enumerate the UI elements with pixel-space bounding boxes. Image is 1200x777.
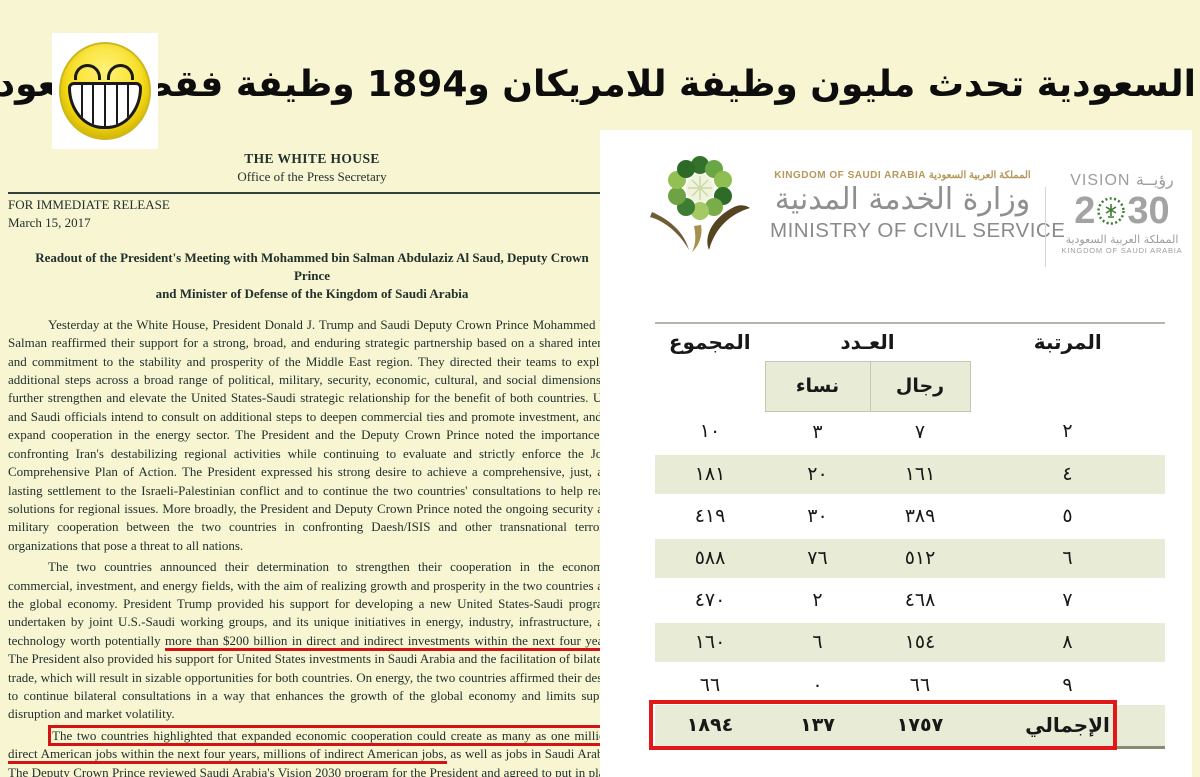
- rank-cell: ٨: [970, 619, 1165, 665]
- ministry-panel: KINGDOM OF SAUDI ARABIA المملكة العربية …: [600, 130, 1192, 777]
- smiley-left-eye-icon: [74, 64, 101, 80]
- vision-year-left: 2: [1074, 190, 1096, 232]
- total-cell: ١٨١: [655, 451, 765, 497]
- rank-cell: ٦: [970, 535, 1165, 581]
- women-cell: ٦: [765, 619, 870, 665]
- women-cell: ٢: [812, 589, 823, 611]
- women-cell: ٠: [812, 673, 823, 696]
- document-divider: [8, 191, 616, 194]
- rank-cell: ٧: [1062, 589, 1073, 611]
- smiley-icon: [52, 33, 158, 149]
- total-cell: ٥٨٨: [655, 535, 765, 581]
- table-row: ٢ ٧ ٣ ١٠: [655, 411, 1165, 453]
- ministry-name-arabic: وزارة الخدمة المدنية: [774, 182, 1031, 217]
- women-cell: ٣٠: [807, 505, 828, 527]
- vision-year: 2 30: [1058, 192, 1186, 230]
- table-row: ٩ ٦٦ ٠ ٦٦: [655, 663, 1165, 705]
- table-row: ٤ ١٦١ ٢٠ ١٨١: [655, 451, 1165, 497]
- men-cell: ٣٨٩: [904, 505, 936, 527]
- red-underlined-investment-text: more than $200 billion in direct and ind…: [165, 632, 616, 651]
- smiley-grin-mouth-icon: [68, 82, 142, 129]
- paragraph-2-text: The two countries announced their determ…: [8, 559, 616, 648]
- total-women-value: ١٣٧: [765, 705, 870, 747]
- paragraph-2-tail: The President also provided his support …: [8, 651, 616, 722]
- paragraph-3: The two countries highlighted that expan…: [8, 724, 617, 777]
- rank-cell: ٤: [970, 451, 1165, 497]
- table-body: ٢ ٧ ٣ ١٠ ٤ ١٦١ ٢٠ ١٨١ ٥ ٣٨٩ ٣٠ ٤١٩ ٦ ٥١٢…: [655, 411, 1165, 705]
- red-boxed-million-jobs-text: The two countries highlighted that expan…: [48, 724, 616, 746]
- vision-kingdom-arabic: المملكة العربية السعودية: [1065, 233, 1179, 246]
- men-cell: ٦٦: [909, 673, 931, 696]
- ministry-emblem-icon: [650, 156, 750, 252]
- document-title: Readout of the President's Meeting with …: [18, 249, 606, 304]
- document-title-line2: and Minister of Defense of the Kingdom o…: [155, 286, 469, 302]
- table-row: ٨ ١٥٤ ٦ ١٦٠: [655, 619, 1165, 665]
- ministry-kingdom-line: KINGDOM OF SAUDI ARABIA المملكة العربية …: [774, 170, 1031, 181]
- women-cell: ٢٠: [765, 451, 870, 497]
- men-cell: ١٦١: [870, 451, 970, 497]
- paragraph-1: Yesterday at the White House, President …: [8, 316, 616, 553]
- women-cell: ٧٦: [765, 535, 870, 581]
- col-header-total: المجموع: [668, 330, 751, 354]
- total-total-value: ١٨٩٤: [655, 705, 765, 747]
- col-header-count: العـدد: [840, 330, 895, 354]
- ministry-name-english: MINISTRY OF CIVIL SERVICE: [770, 218, 1066, 242]
- total-cell: ١٠: [699, 420, 721, 443]
- rank-cell: ٩: [1062, 673, 1073, 696]
- paragraph-3-tail: as well as jobs in Saudi Arabia. The Dep…: [8, 746, 617, 777]
- men-cell: ١٥٤: [870, 619, 970, 665]
- ministry-wordmark: KINGDOM OF SAUDI ARABIA المملكة العربية …: [770, 170, 1066, 243]
- total-cell: ٤١٩: [694, 505, 726, 527]
- document-org: THE WHITE HOUSE: [244, 151, 380, 166]
- total-row-label: الإجمالي: [970, 705, 1165, 747]
- men-cell: ٧: [914, 420, 926, 443]
- total-cell: ١٦٠: [655, 619, 765, 665]
- table-row: ٧ ٤٦٨ ٢ ٤٧٠: [655, 579, 1165, 621]
- document-office: Office of the Press Secretary: [237, 169, 387, 185]
- vision-2030-seal-icon: [1096, 196, 1126, 226]
- release-date: March 15, 2017: [8, 215, 91, 231]
- col-header-men: رجال: [869, 360, 971, 412]
- vision-kingdom-english: KINGDOM OF SAUDI ARABIA: [1061, 246, 1183, 255]
- smiley-right-eye-icon: [107, 64, 134, 80]
- vision-title: VISION رؤيــة: [1070, 172, 1174, 189]
- headline-arabic: السعودية تحدث مليون وظيفة للامريكان و189…: [0, 64, 1196, 105]
- total-cell: ٤٧٠: [694, 589, 726, 611]
- table-row: ٥ ٣٨٩ ٣٠ ٤١٩: [655, 495, 1165, 537]
- logo-row: KINGDOM OF SAUDI ARABIA المملكة العربية …: [600, 142, 1192, 292]
- vision-2030-logo: VISION رؤيــة 2 30 المملكة العربية السعو…: [1058, 170, 1186, 255]
- smiley-face-icon: [59, 42, 151, 140]
- total-row: الإجمالي ١٧٥٧ ١٣٧ ١٨٩٤: [655, 705, 1165, 747]
- release-tag: FOR IMMEDIATE RELEASE: [8, 196, 170, 212]
- women-cell: ٣: [812, 420, 823, 443]
- paragraph-2: The two countries announced their determ…: [8, 558, 616, 724]
- document-title-line1: Readout of the President's Meeting with …: [35, 249, 589, 284]
- employment-table: المرتبة العـدد المجموع رجال نساء ٢ ٧ ٣ ١…: [649, 322, 1165, 750]
- men-cell: ٤٦٨: [904, 589, 936, 611]
- col-header-rank: المرتبة: [1033, 330, 1102, 354]
- logo-divider: [1045, 187, 1046, 267]
- total-cell: ٦٦: [699, 673, 721, 696]
- press-release-document: THE WHITE HOUSE Office of the Press Secr…: [8, 150, 616, 777]
- total-men-value: ١٧٥٧: [870, 705, 970, 747]
- vision-year-right: 30: [1127, 190, 1170, 232]
- rank-cell: ٢: [1062, 420, 1073, 443]
- table-row: ٦ ٥١٢ ٧٦ ٥٨٨: [655, 535, 1165, 581]
- rank-cell: ٥: [1062, 505, 1073, 527]
- red-underlined-jobs-text: direct American jobs within the next fou…: [8, 746, 447, 765]
- col-header-women: نساء: [764, 360, 871, 412]
- men-cell: ٥١٢: [870, 535, 970, 581]
